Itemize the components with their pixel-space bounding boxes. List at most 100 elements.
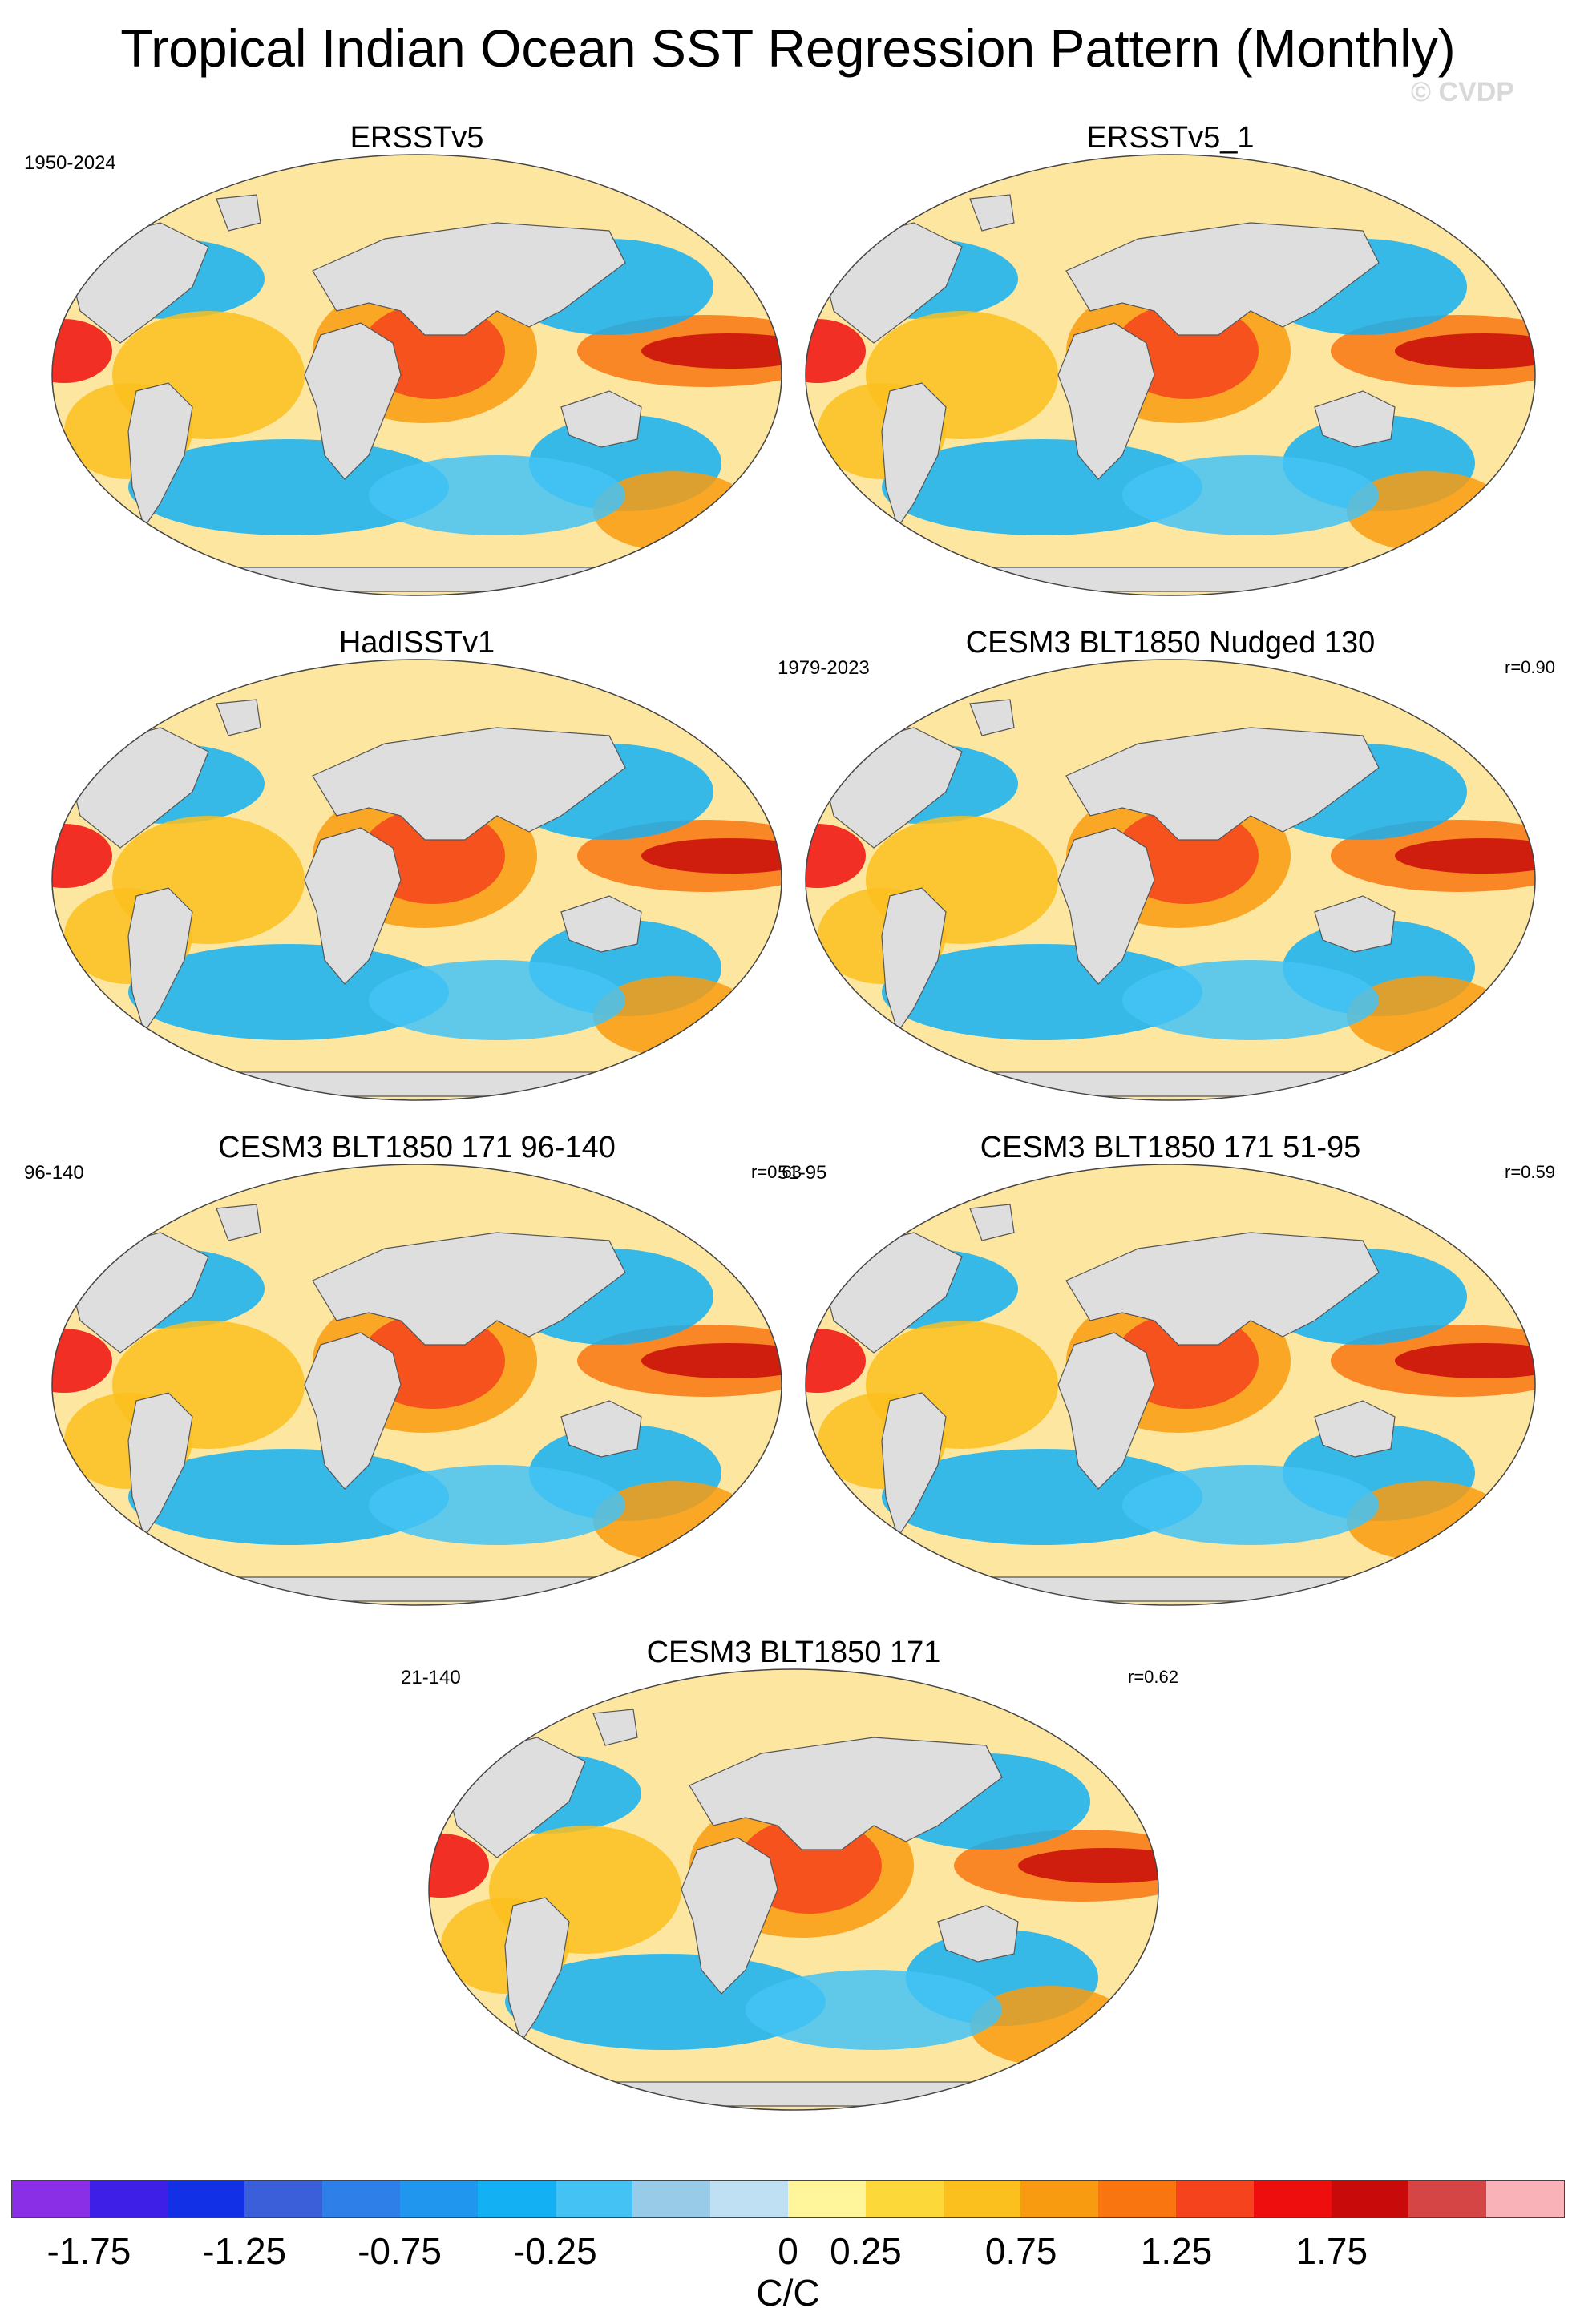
sst-anomaly-region [1122,1465,1379,1545]
sst-anomaly-region [641,333,782,369]
colorbar-swatch [943,2181,1021,2217]
landmass [216,699,261,736]
watermark: © CVDP [1411,77,1514,107]
colorbar-swatch [477,2181,556,2217]
sst-anomaly-region [806,824,866,888]
panel-period-label: 96-140 [24,1162,84,1184]
sst-anomaly-region [369,1465,625,1545]
colorbar-tick-label: 0.25 [830,2230,902,2272]
world-map [805,154,1536,596]
panel-title: CESM3 BLT1850 171 51-95 [980,1131,1361,1164]
colorbar-swatch [1098,2181,1176,2217]
colorbar [11,2180,1565,2218]
sst-anomaly-region [369,960,625,1040]
landmass [304,827,402,985]
landmass [937,1905,1019,1963]
sst-anomaly-region [882,944,1202,1040]
landmass [1314,1400,1396,1458]
map-panel-5: CESM3 BLT1850 171 96-140 96-140 r=0.63 [24,1130,802,1611]
colorbar-swatch [1408,2181,1487,2217]
panel-title: CESM3 BLT1850 Nudged 130 [965,626,1376,660]
landmass [312,222,626,336]
panel-title: CESM3 BLT1850 171 96-140 [218,1131,616,1164]
landmass [881,382,947,529]
world-map [805,1164,1536,1606]
colorbar-swatch [710,2181,788,2217]
world-map [805,659,1536,1101]
globe-outline [51,1164,782,1606]
sst-anomaly-region [882,439,1202,535]
colorbar-swatch [1253,2181,1332,2217]
landmass [681,1837,778,1995]
panel-correlation-label: r=0.62 [1128,1667,1178,1687]
landmass [896,567,1445,592]
map-panel-3: HadISSTv1 [48,625,786,1106]
map-panel-6: CESM3 BLT1850 171 51-95 51-95 r=0.59 [778,1130,1555,1611]
colorbar-swatch [865,2181,944,2217]
colorbar-swatch [167,2181,245,2217]
globe-outline [51,659,782,1101]
panel-period-label: 1979-2023 [778,657,870,679]
landmass [304,1332,402,1490]
landmass [969,1204,1015,1241]
landmass [216,194,261,232]
panel-correlation-label: r=0.63 [751,1162,802,1182]
landmass [1065,1232,1380,1346]
landmass [560,895,642,953]
landmass [560,1400,642,1458]
sst-anomaly-region [128,1449,449,1545]
landmass [519,2081,1068,2107]
landmass [127,887,193,1034]
landmass [1314,895,1396,953]
globe-outline [428,1668,1159,2111]
colorbar-tick-label: 0 [778,2230,798,2272]
landmass [304,322,402,480]
sst-anomaly-region [1122,960,1379,1040]
panel-period-label: 21-140 [401,1667,461,1689]
panel-title: HadISSTv1 [338,626,495,660]
globe-outline [805,1164,1536,1606]
globe-outline [805,154,1536,596]
landmass [143,1576,691,1602]
landmass [1057,1332,1155,1490]
landmass [312,727,626,841]
colorbar-swatch [1020,2181,1099,2217]
sst-anomaly-region [806,319,866,383]
map-panel-2: ERSSTv5_1 [802,120,1539,601]
sst-anomaly-region [1018,1848,1158,1883]
sst-anomaly-region [641,1343,782,1378]
panel-title: ERSSTv5 [350,121,484,155]
sst-anomaly-region [1395,1343,1535,1378]
landmass [969,194,1015,232]
sst-anomaly-region [52,319,112,383]
sst-anomaly-region [128,439,449,535]
colorbar-unit: C/C [756,2272,820,2314]
colorbar-tick-label: -0.75 [358,2230,442,2272]
world-map [51,659,782,1101]
colorbar-swatch [89,2181,168,2217]
landmass [1065,727,1380,841]
landmass [1314,390,1396,448]
colorbar-swatch [1486,2181,1564,2217]
landmass [896,1071,1445,1097]
world-map [51,154,782,596]
colorbar-swatch [632,2181,711,2217]
landmass [969,699,1015,736]
panel-period-label: 51-95 [778,1162,827,1184]
landmass [504,1897,570,2044]
colorbar-tick-label: 1.75 [1295,2230,1368,2272]
sst-anomaly-region [52,824,112,888]
world-map [428,1668,1159,2111]
landmass [592,1709,638,1746]
colorbar-tick-label: -1.75 [46,2230,131,2272]
landmass [1065,222,1380,336]
landmass [143,1071,691,1097]
sst-anomaly-region [505,1954,826,2050]
colorbar-swatch [1331,2181,1409,2217]
sst-anomaly-region [429,1834,489,1898]
landmass [127,1392,193,1539]
landmass [881,1392,947,1539]
colorbar-swatch [322,2181,400,2217]
sst-anomaly-region [641,838,782,874]
map-panel-4: CESM3 BLT1850 Nudged 130 1979-2023 r=0.90 [778,625,1555,1106]
